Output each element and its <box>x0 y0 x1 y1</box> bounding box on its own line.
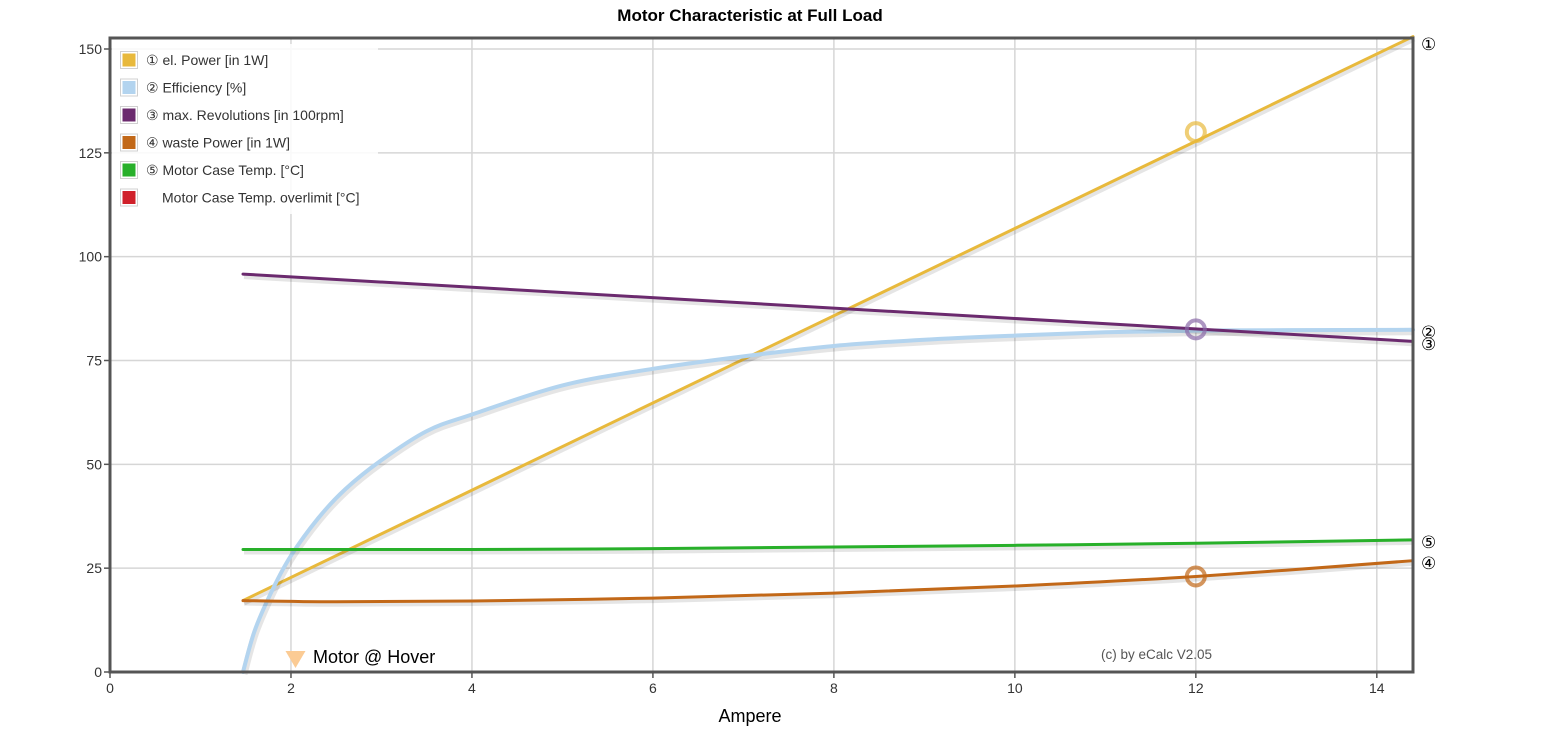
chart-title: Motor Characteristic at Full Load <box>617 6 882 25</box>
highlight-points <box>1184 121 1207 588</box>
series-line-shadow <box>243 559 1415 607</box>
series-line-shadow <box>240 328 1415 675</box>
x-axis-ticks: 0 2 4 6 8 10 12 14 <box>106 672 1385 696</box>
x-tick-label: 2 <box>287 680 295 696</box>
series-lines <box>240 35 1416 675</box>
series-end-markers: ① ②③ ④⑤ <box>1421 35 1436 574</box>
series-end-marker: ② <box>1421 323 1436 343</box>
y-tick-label: 125 <box>79 145 103 161</box>
legend-swatch <box>121 135 137 150</box>
series-line-2 <box>241 327 1415 674</box>
series-line-1 <box>241 35 1415 603</box>
hover-annotation: Motor @ Hover <box>285 647 435 668</box>
series-line-shadow <box>244 538 1415 555</box>
highlight-point <box>1184 565 1207 588</box>
series-line-3 <box>241 272 1415 343</box>
series-end-marker: ① <box>1421 35 1436 55</box>
series-line-shadow <box>242 35 1416 606</box>
hover-label: Motor @ Hover <box>313 647 435 667</box>
legend-swatch-border <box>120 51 138 69</box>
x-tick-label: 8 <box>830 680 838 696</box>
legend-entry-label: ⑤ Motor Case Temp. [°C] <box>146 162 304 178</box>
legend-swatch-border <box>120 78 138 97</box>
legend-swatch-border <box>120 161 138 179</box>
series-line-4 <box>241 559 1415 604</box>
x-tick-label: 12 <box>1188 680 1204 696</box>
x-tick-label: 14 <box>1369 680 1385 696</box>
y-tick-label: 50 <box>86 456 102 472</box>
legend-swatch <box>121 190 137 205</box>
highlight-point <box>1184 318 1207 341</box>
series-end-marker: ③ <box>1421 335 1436 355</box>
y-tick-label: 25 <box>86 560 102 576</box>
series-end-marker: ⑤ <box>1421 533 1436 553</box>
plot-frame <box>108 36 1415 674</box>
highlight-point <box>1184 121 1207 144</box>
legend-entry-label: ① el. Power [in 1W] <box>146 52 268 68</box>
hover-triangle-icon <box>285 651 306 668</box>
x-axis-label: Ampere <box>718 706 781 726</box>
x-tick-label: 6 <box>649 680 657 696</box>
series-line-5 <box>241 538 1415 552</box>
legend-swatch-border <box>120 106 138 124</box>
legend-entry-label: ④ waste Power [in 1W] <box>146 135 290 151</box>
y-tick-label: 100 <box>79 249 103 265</box>
x-tick-label: 4 <box>468 680 476 696</box>
legend-swatch <box>121 52 137 68</box>
series-end-marker: ④ <box>1421 554 1436 574</box>
legend-entry-label: ③ max. Revolutions [in 100rpm] <box>146 107 344 123</box>
x-tick-label: 0 <box>106 680 114 696</box>
legend-swatch <box>121 80 137 95</box>
x-tick-label: 10 <box>1007 680 1023 696</box>
legend[interactable]: ① el. Power [in 1W] ② Efficiency [%] ③ max… <box>112 44 378 214</box>
legend-entry-label: Motor Case Temp. overlimit [°C] <box>162 190 360 206</box>
y-tick-label: 75 <box>86 353 102 369</box>
legend-swatch <box>121 107 137 123</box>
y-axis-ticks: 0 25 50 75 100 125 150 <box>79 41 110 680</box>
legend-background <box>112 44 378 214</box>
y-tick-label: 150 <box>79 41 103 57</box>
y-tick-label: 0 <box>94 664 102 680</box>
legend-swatch <box>121 162 137 178</box>
series-line-shadow <box>243 273 1415 347</box>
copyright-text: (c) by eCalc V2.05 <box>1101 647 1212 662</box>
legend-swatch-border <box>120 188 138 207</box>
legend-swatch-border <box>120 133 138 152</box>
legend-entry-label: ② Efficiency [%] <box>146 80 246 96</box>
